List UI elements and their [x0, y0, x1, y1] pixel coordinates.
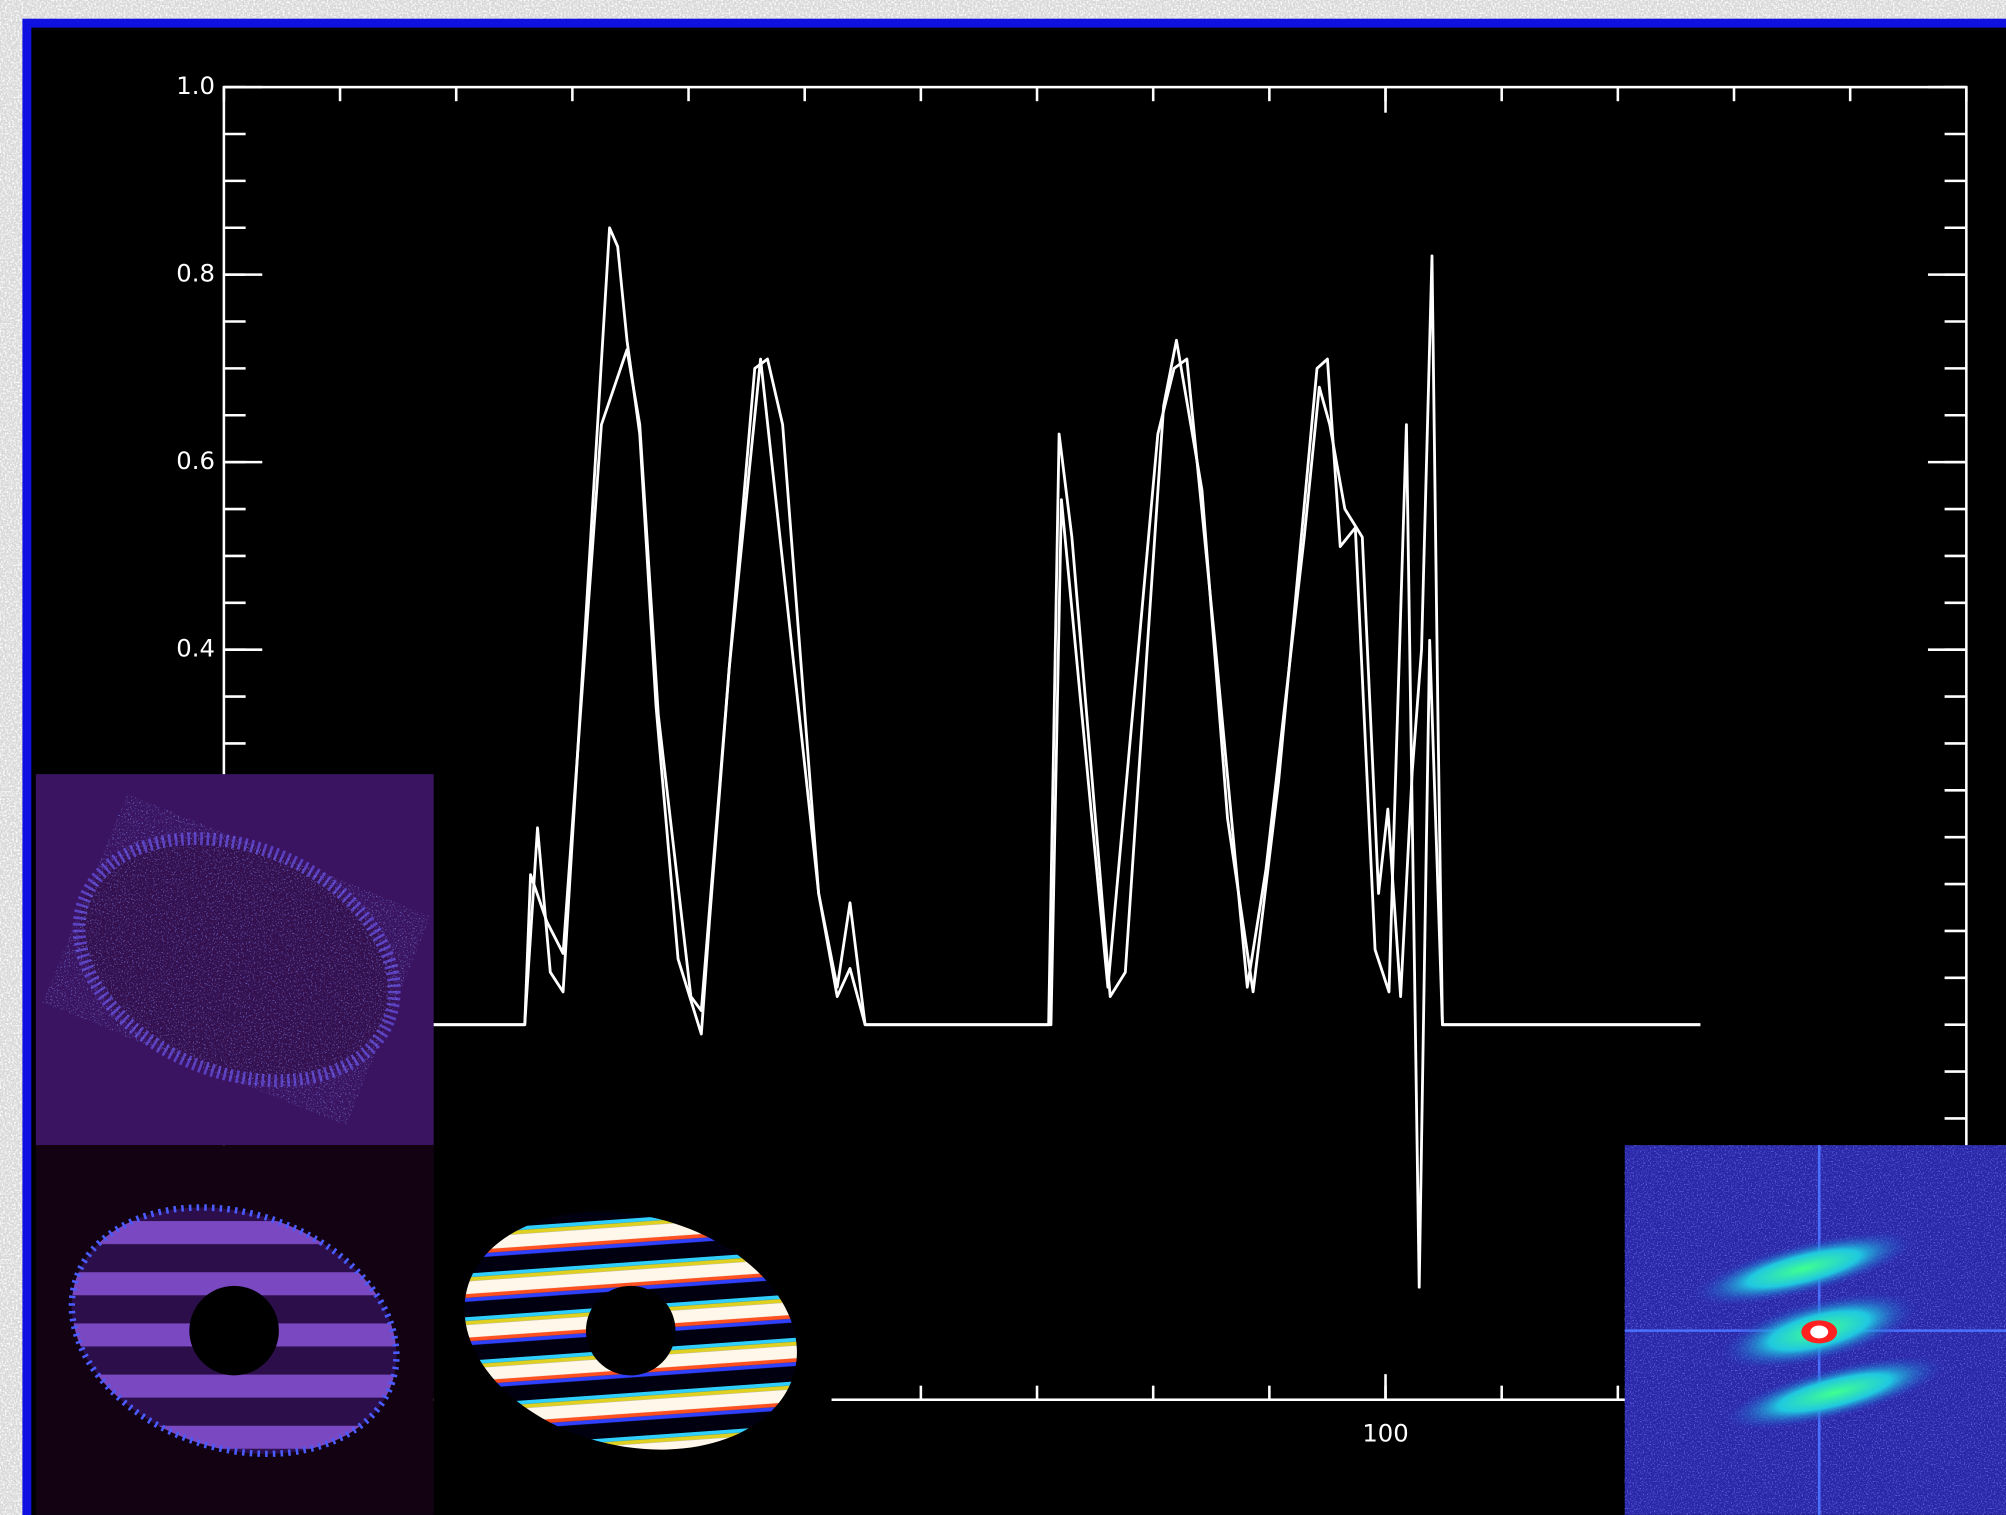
inset-peak-core: [1810, 1326, 1828, 1339]
inset-spectrum: [1625, 1145, 2006, 1515]
inset-model: [434, 1145, 832, 1515]
chart: 100 0.4 0.6 0.8 1.0: [0, 0, 2006, 1515]
page: {"chart_data": { "type": "line", "xlim":…: [0, 0, 2006, 1515]
y-tick-label: 0.8: [176, 259, 215, 288]
inset-hole: [189, 1286, 279, 1376]
y-tick-label: 0.4: [176, 634, 215, 663]
inset-fringes: [36, 1145, 434, 1515]
y-tick-label: 0.6: [176, 446, 215, 475]
y-tick-label: 1.0: [176, 71, 215, 100]
inset-residual: [36, 774, 434, 1145]
x-tick-label: 100: [1362, 1418, 1408, 1447]
inset-hole: [586, 1286, 676, 1376]
